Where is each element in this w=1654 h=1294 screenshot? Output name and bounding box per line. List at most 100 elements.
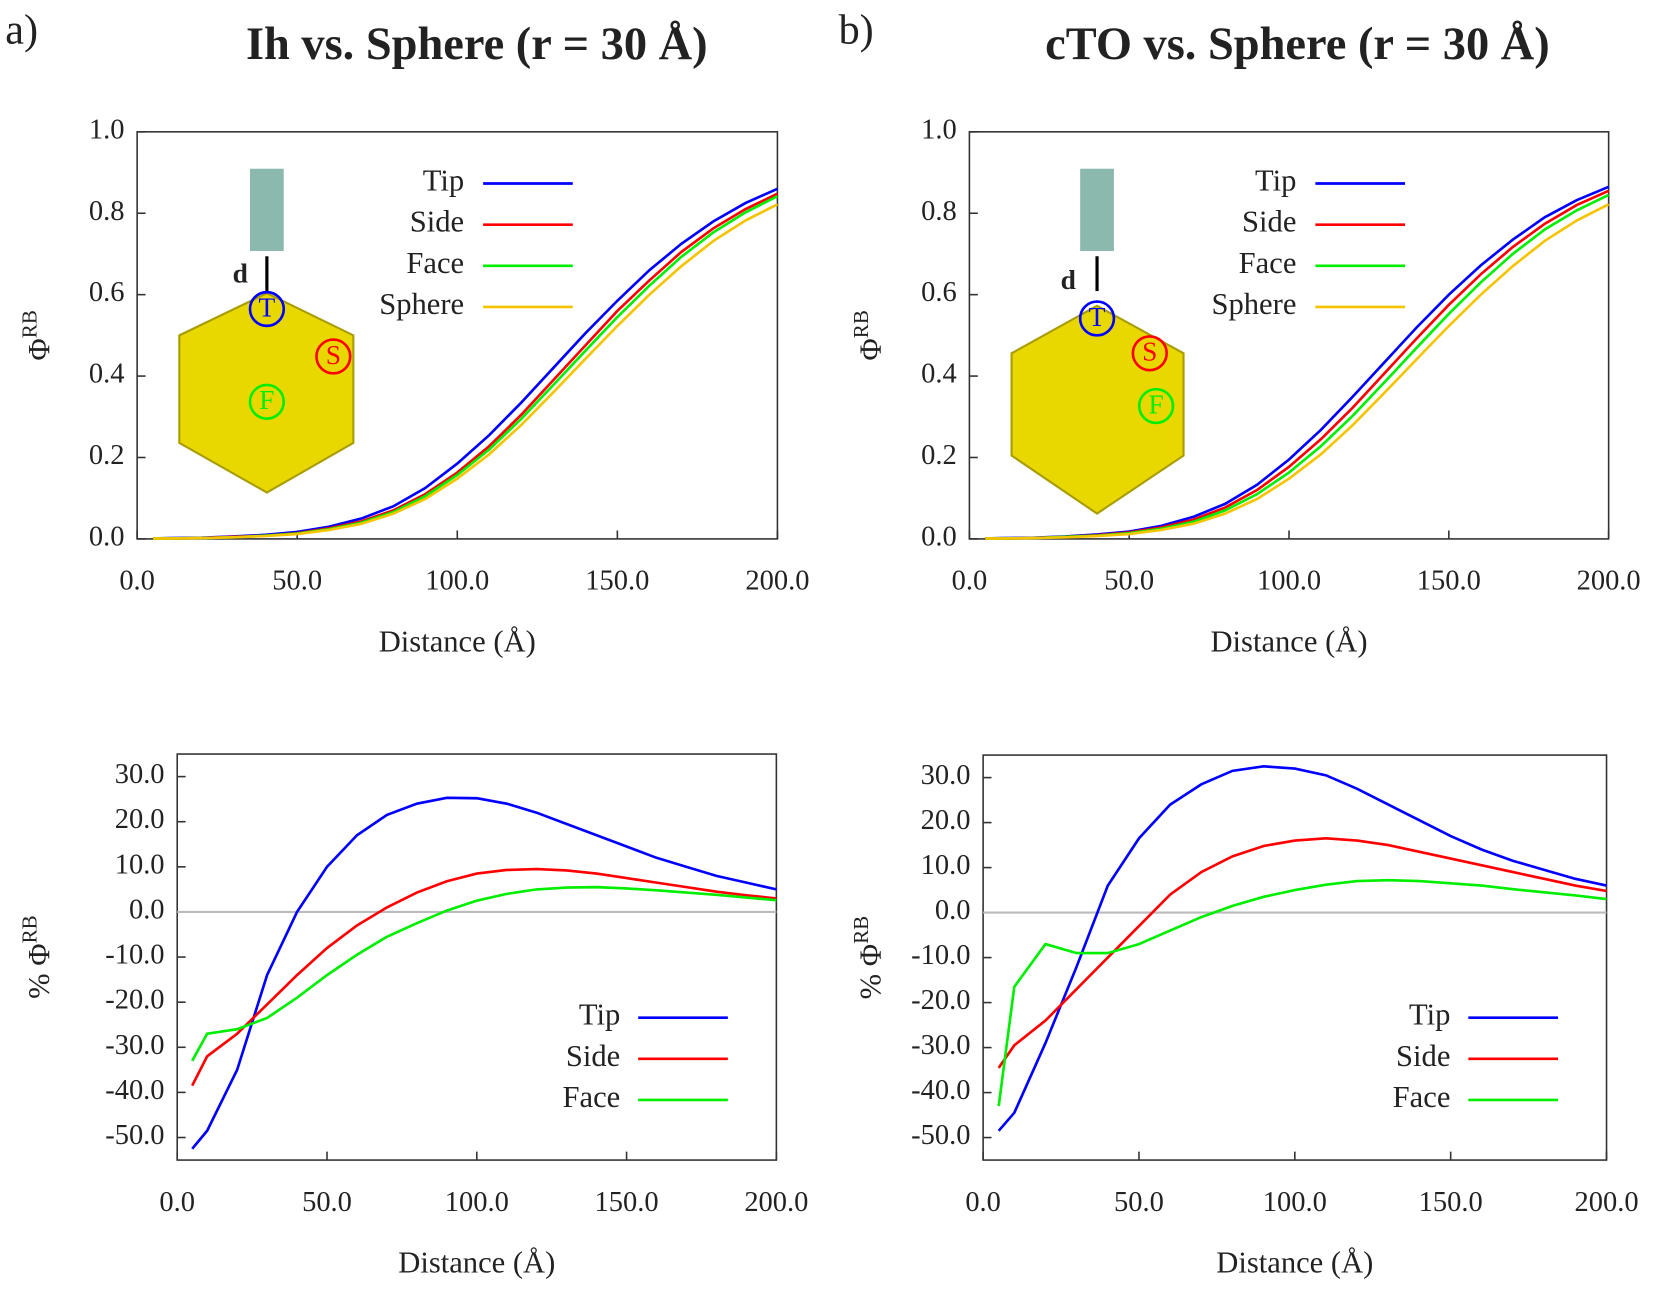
inset-marker <box>1078 300 1116 337</box>
legend-label: Side <box>566 1039 620 1073</box>
y-axis-label-sup: RB <box>17 310 41 338</box>
series-line <box>191 885 777 1062</box>
y-tick-label: 0.2 <box>921 440 957 471</box>
inset-label: d <box>233 259 248 289</box>
y-tick-label: 0.2 <box>89 440 125 471</box>
x-tick-label: 0.0 <box>952 566 988 597</box>
y-tick-label: 0.8 <box>89 196 125 227</box>
y-tick-label: -10.0 <box>911 940 970 971</box>
x-axis-label: Distance (Å) <box>398 1246 555 1280</box>
x-tick-label: 150.0 <box>595 1187 659 1218</box>
y-tick-label: -30.0 <box>105 1030 164 1061</box>
y-tick-label: -30.0 <box>911 1030 970 1061</box>
series-line <box>997 837 1607 1069</box>
y-tick-label: -20.0 <box>105 985 164 1016</box>
inset-label: T <box>259 292 276 322</box>
inset-marker <box>1137 387 1175 425</box>
y-tick-label: 0.4 <box>89 359 125 390</box>
inset-particle <box>1010 304 1185 515</box>
inset-label: F <box>1148 389 1163 419</box>
legend-label: Side <box>1242 205 1296 239</box>
inset-marker <box>248 383 286 420</box>
y-tick-label: -50.0 <box>911 1120 970 1151</box>
series-line <box>985 203 1610 540</box>
legend-label: Tip <box>1409 998 1450 1032</box>
y-axis-label: % ΦRB <box>849 916 888 1000</box>
chart-title: Ih vs. Sphere (r = 30 Å) <box>246 19 708 70</box>
x-tick-label: 150.0 <box>1417 566 1481 597</box>
inset-label: d <box>1061 265 1076 295</box>
x-axis-label: Distance (Å) <box>379 624 536 658</box>
y-axis-label-sup: RB <box>849 310 873 338</box>
inset-label: S <box>326 340 341 370</box>
x-tick-label: 100.0 <box>1263 1187 1327 1218</box>
chart-title: cTO vs. Sphere (r = 30 Å) <box>1045 19 1550 70</box>
y-axis-label-sup: RB <box>849 916 873 944</box>
x-tick-label: 0.0 <box>159 1187 195 1218</box>
y-tick-label: 0.0 <box>935 895 971 926</box>
inset-molecule <box>1080 168 1114 251</box>
y-tick-label: 20.0 <box>921 805 971 836</box>
y-tick-label: 0.6 <box>89 277 125 308</box>
inset-marker <box>1131 335 1168 372</box>
y-tick-label: 30.0 <box>115 759 165 790</box>
x-tick-label: 0.0 <box>965 1187 1001 1218</box>
y-axis-label-main: % Φ <box>853 944 887 999</box>
x-tick-label: 200.0 <box>745 566 809 597</box>
y-tick-label: 1.0 <box>89 114 125 145</box>
series-line <box>191 796 777 1150</box>
x-axis-label: Distance (Å) <box>1210 624 1367 658</box>
legend-label: Tip <box>423 164 464 198</box>
legend-label: Tip <box>1255 164 1296 198</box>
y-tick-label: 20.0 <box>115 804 165 835</box>
x-tick-label: 50.0 <box>1114 1187 1164 1218</box>
y-tick-label: 0.0 <box>129 894 165 925</box>
x-tick-label: 200.0 <box>1574 1187 1638 1218</box>
y-tick-label: -40.0 <box>105 1075 164 1106</box>
legend-label: Tip <box>579 998 620 1032</box>
x-tick-label: 100.0 <box>425 566 489 597</box>
y-tick-label: 0.0 <box>921 521 957 552</box>
y-axis-label-sup: RB <box>17 915 41 943</box>
inset-label: F <box>259 385 274 415</box>
y-axis-label-main: % Φ <box>22 943 56 998</box>
legend-label: Side <box>1396 1039 1450 1073</box>
legend-label: Face <box>563 1080 621 1114</box>
x-tick-label: 200.0 <box>744 1187 808 1218</box>
y-tick-label: 10.0 <box>921 850 971 881</box>
x-tick-label: 50.0 <box>272 566 322 597</box>
inset-marker <box>248 290 286 328</box>
y-tick-label: 10.0 <box>115 849 165 880</box>
x-axis-label: Distance (Å) <box>1216 1246 1373 1280</box>
panel-label: a) <box>5 6 38 53</box>
legend-label: Side <box>410 205 464 239</box>
y-tick-label: -10.0 <box>105 940 164 971</box>
legend-label: Sphere <box>1211 287 1296 321</box>
y-axis-label: % ΦRB <box>17 915 56 999</box>
series-line <box>997 878 1607 1107</box>
y-tick-label: 0.6 <box>921 277 957 308</box>
y-axis-label-main: Φ <box>853 338 887 360</box>
x-tick-label: 50.0 <box>1104 566 1154 597</box>
y-tick-label: -40.0 <box>911 1075 970 1106</box>
y-tick-label: 0.0 <box>89 521 125 552</box>
series-line <box>191 867 777 1087</box>
y-tick-label: 1.0 <box>921 114 957 145</box>
legend-label: Face <box>406 246 464 280</box>
y-axis-label: ΦRB <box>849 310 888 360</box>
panel-label: b) <box>839 6 874 53</box>
inset-label: T <box>1089 302 1106 332</box>
series-line <box>997 765 1607 1132</box>
x-tick-label: 0.0 <box>119 566 155 597</box>
x-tick-label: 100.0 <box>1257 566 1321 597</box>
y-tick-label: 30.0 <box>921 760 971 791</box>
y-tick-label: -20.0 <box>911 985 970 1016</box>
inset-label: S <box>1142 337 1157 367</box>
legend-label: Sphere <box>379 287 464 321</box>
legend-label: Face <box>1393 1080 1451 1114</box>
y-axis-label: ΦRB <box>17 310 56 360</box>
y-axis-label-main: Φ <box>22 338 56 360</box>
series-line <box>153 203 779 540</box>
y-tick-label: 0.4 <box>921 359 957 390</box>
